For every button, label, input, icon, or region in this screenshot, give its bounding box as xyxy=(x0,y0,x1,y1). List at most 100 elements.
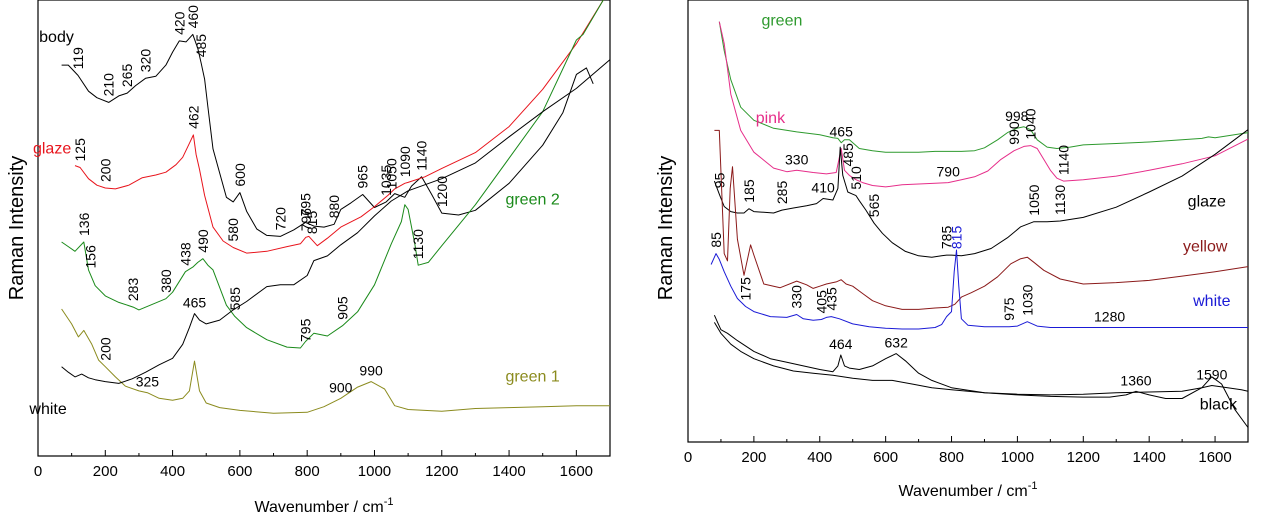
peak-label: 462 xyxy=(185,105,201,129)
peak-label: 998 xyxy=(1005,108,1029,124)
peak-label: 990 xyxy=(1006,121,1022,145)
series-line-pink-1-1 xyxy=(718,21,1249,188)
peak-label: 380 xyxy=(158,269,174,293)
peak-label: 1140 xyxy=(1056,145,1072,175)
peak-label: 325 xyxy=(136,374,160,390)
x-tick-label: 400 xyxy=(160,463,185,480)
x-tick-label: 1400 xyxy=(492,463,525,480)
peak-label: 1040 xyxy=(1023,108,1039,139)
peak-label: 815 xyxy=(304,211,320,235)
peak-label: 438 xyxy=(177,242,193,266)
peak-label: 905 xyxy=(335,296,351,320)
right-x-axis-title: Wavenumber / cm-1 xyxy=(899,480,1038,500)
peak-label: 1130 xyxy=(410,229,426,259)
peak-label: 815 xyxy=(949,226,965,250)
peak-label: 485 xyxy=(840,143,856,167)
series-name-label: green 1 xyxy=(505,369,559,386)
right-chart-panel: 0 200 400 600 800 1000 1200 1400 1600 95 185 285 33… xyxy=(655,0,1249,500)
series-line-green-2-0-2 xyxy=(61,0,604,349)
peak-label: 795 xyxy=(298,193,314,217)
x-tick-label: 1200 xyxy=(425,463,458,480)
peak-label: 330 xyxy=(785,151,809,167)
peak-label: 175 xyxy=(738,277,754,301)
peak-label: 632 xyxy=(885,335,909,351)
series-name-label: white xyxy=(28,401,66,418)
series-line-white-0-4 xyxy=(61,59,611,384)
peak-label: 1050 xyxy=(1026,184,1042,215)
x-tick-label: 0 xyxy=(684,449,692,466)
peak-label: 490 xyxy=(195,229,211,253)
peak-label: 1130 xyxy=(1052,185,1068,215)
series-name-label: yellow xyxy=(1183,238,1228,255)
x-tick-label: 400 xyxy=(807,449,832,466)
x-tick-label: 200 xyxy=(93,463,118,480)
peak-label: 85 xyxy=(708,232,724,248)
peak-label: 465 xyxy=(830,124,854,140)
series-name-label: glaze xyxy=(33,141,71,158)
x-tick-label: 200 xyxy=(741,449,766,466)
x-tick-label: 1600 xyxy=(560,463,593,480)
peak-label: 1590 xyxy=(1196,367,1227,383)
x-tick-label: 600 xyxy=(873,449,898,466)
x-tick-label: 1400 xyxy=(1132,449,1165,466)
peak-label: 1030 xyxy=(1019,284,1035,315)
series-line-green-1-0-3 xyxy=(61,308,610,414)
peak-label: 420 xyxy=(171,11,187,35)
peak-label: 435 xyxy=(823,287,839,311)
peak-label: 510 xyxy=(848,166,864,190)
peak-label: 1280 xyxy=(1094,309,1125,325)
peak-label: 965 xyxy=(355,165,371,189)
x-tick-label: 1000 xyxy=(1001,449,1034,466)
peak-label: 975 xyxy=(1001,297,1017,321)
peak-label: 285 xyxy=(774,181,790,205)
peak-label: 460 xyxy=(185,5,201,29)
x-tick-label: 1200 xyxy=(1067,449,1100,466)
peak-label: 465 xyxy=(183,295,207,311)
series-line-glaze-0-1 xyxy=(74,0,604,254)
x-tick-label: 600 xyxy=(227,463,252,480)
peak-label: 410 xyxy=(811,180,835,196)
peak-label: 1200 xyxy=(434,176,450,207)
peak-label: 200 xyxy=(97,337,113,361)
peak-label: 125 xyxy=(72,138,88,162)
series-line-yellow-1-3 xyxy=(714,129,1249,310)
peak-label: 790 xyxy=(937,164,961,180)
series-name-label: body xyxy=(39,29,74,46)
peak-label: 320 xyxy=(138,49,154,73)
peak-label: 1360 xyxy=(1120,372,1151,388)
series-line-green-1-0 xyxy=(718,21,1249,153)
peak-label: 156 xyxy=(83,245,99,269)
peak-label: 185 xyxy=(741,179,757,203)
peak-label: 990 xyxy=(359,363,383,379)
left-x-axis-title: Wavenumber / cm-1 xyxy=(255,496,394,516)
peak-label: 200 xyxy=(97,158,113,182)
x-tick-label: 0 xyxy=(34,463,42,480)
series-name-label: pink xyxy=(756,110,786,127)
series-name-label: black xyxy=(1200,396,1238,413)
peak-label: 720 xyxy=(272,207,288,231)
right-y-axis-title: Raman Intensity xyxy=(655,156,677,301)
peak-label: 265 xyxy=(119,64,135,88)
peak-label: 136 xyxy=(76,212,92,236)
peak-label: 796 xyxy=(298,208,314,232)
series-line-body-0-0 xyxy=(61,33,594,237)
peak-label: 900 xyxy=(329,379,353,395)
peak-label: 585 xyxy=(227,287,243,311)
x-tick-label: 1000 xyxy=(358,463,391,480)
peak-label: 95 xyxy=(711,172,727,188)
x-tick-label: 1600 xyxy=(1198,449,1231,466)
peak-label: 600 xyxy=(232,163,248,187)
peak-label: 119 xyxy=(70,47,86,70)
right-plot-frame xyxy=(687,0,1249,443)
series-line-glaze-1-2 xyxy=(713,129,1249,258)
peak-label: 210 xyxy=(101,73,117,97)
series-name-label: glaze xyxy=(1188,194,1226,211)
peak-label: 1050 xyxy=(383,158,399,189)
series-line-black-1-5 xyxy=(713,314,1249,428)
peak-label: 795 xyxy=(298,318,314,342)
series-line-black-1-6 xyxy=(713,322,1249,396)
peak-label: 1140 xyxy=(414,140,430,170)
series-name-label: white xyxy=(1192,293,1230,310)
peak-label: 1035 xyxy=(378,165,394,196)
